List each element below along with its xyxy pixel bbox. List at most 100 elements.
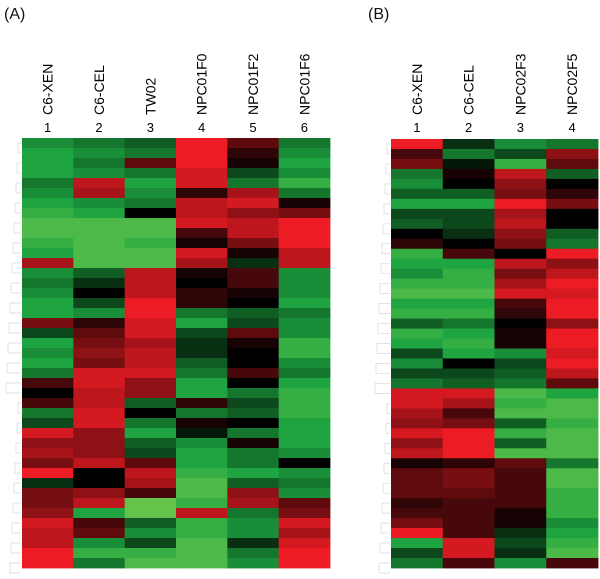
heatmap-cell <box>176 198 228 209</box>
heatmap-cell <box>494 208 547 220</box>
heatmap-cell <box>546 178 599 190</box>
heatmap-cell <box>176 338 228 349</box>
heatmap-cell <box>22 448 74 459</box>
heatmap-cell <box>124 478 177 489</box>
heatmap-cell <box>227 148 280 159</box>
heatmap-cell <box>278 178 331 189</box>
heatmap-cell <box>176 218 228 229</box>
heatmap-cell <box>22 168 74 179</box>
heatmap-cell <box>227 408 280 419</box>
dendrogram-branch <box>380 263 390 275</box>
heatmap-cell <box>442 558 495 569</box>
heatmap-cell <box>442 258 495 270</box>
heatmap-cell <box>494 198 547 210</box>
heatmap-cell <box>73 448 126 459</box>
heatmap-cell <box>22 268 74 279</box>
heatmap-cell <box>176 298 228 309</box>
heatmap-cell <box>494 308 547 319</box>
heatmap-cell <box>546 368 599 379</box>
heatmap-cell <box>22 418 74 429</box>
heatmap-cell <box>278 388 331 399</box>
heatmap-cell <box>494 348 547 359</box>
heatmap-cell <box>494 168 547 180</box>
heatmap-cell <box>391 208 444 220</box>
heatmap-cell <box>73 138 126 149</box>
heatmap-cell <box>124 268 177 279</box>
heatmap-cell <box>442 158 495 170</box>
heatmap-cell <box>442 418 495 429</box>
heatmap-cell <box>546 139 599 150</box>
heatmap-cell <box>73 528 126 539</box>
heatmap-cell <box>73 188 126 199</box>
heatmap-cell <box>176 488 228 499</box>
heatmap-cell <box>227 198 280 209</box>
heatmap-cell <box>391 518 444 529</box>
column-number: 2 <box>465 120 472 135</box>
heatmap-cell <box>227 518 280 529</box>
heatmap-cell <box>22 318 74 329</box>
heatmap-cell <box>22 218 74 229</box>
heatmap-cell <box>442 318 495 329</box>
dendrogram-branch <box>378 562 390 574</box>
heatmap-cell <box>442 218 495 230</box>
heatmap-cell <box>22 388 74 399</box>
heatmap-cell <box>391 148 444 160</box>
heatmap-cell <box>73 548 126 559</box>
heatmap-cell <box>176 458 228 469</box>
column-label: C6-XEN <box>409 64 425 115</box>
dendrogram-branch <box>382 223 390 235</box>
heatmap-cell <box>278 208 331 219</box>
heatmap-cell <box>227 168 280 179</box>
heatmap-cell <box>278 408 331 419</box>
heatmap-cell <box>124 528 177 539</box>
heatmap-cell <box>22 468 74 479</box>
heatmap-cell <box>227 388 280 399</box>
heatmap-cell <box>22 298 74 309</box>
heatmap-cell <box>124 548 177 559</box>
dendrogram-branch <box>17 142 21 154</box>
heatmap-cell <box>442 178 495 190</box>
heatmap-cell <box>442 168 495 180</box>
heatmap-cell <box>22 258 74 269</box>
heatmap-cell <box>22 368 74 379</box>
heatmap-cell <box>278 508 331 519</box>
heatmap-cell <box>73 158 126 169</box>
dendrogram-branch <box>14 462 21 474</box>
heatmap-cell <box>22 158 74 169</box>
heatmap-cell <box>124 428 177 439</box>
heatmap-cell <box>176 328 228 339</box>
heatmap-cell <box>22 528 74 539</box>
heatmap-cell <box>391 298 444 310</box>
dendrogram-branch <box>13 482 21 494</box>
heatmap-cell <box>22 478 74 489</box>
column-number: 2 <box>95 120 102 135</box>
heatmap-cell <box>494 258 547 270</box>
heatmap-cell <box>494 288 547 300</box>
heatmap-cell <box>278 298 331 309</box>
heatmap-cell <box>546 438 599 449</box>
heatmap-cell <box>22 348 74 359</box>
heatmap-cell <box>442 139 495 150</box>
heatmap-cell <box>22 338 74 349</box>
heatmap-cell <box>278 158 331 169</box>
heatmap-cell <box>176 498 228 509</box>
heatmap-cell <box>391 358 444 369</box>
heatmap-cell <box>278 348 331 359</box>
heatmap-cell <box>176 448 228 459</box>
heatmap-cell <box>73 368 126 379</box>
heatmap-cell <box>124 318 177 329</box>
heatmap-cell <box>22 148 74 159</box>
heatmap-cell <box>278 278 331 289</box>
heatmap-cell <box>176 528 228 539</box>
dendrogram-branch <box>9 302 21 314</box>
heatmap-cell <box>442 288 495 300</box>
dendrogram-branch <box>379 542 390 554</box>
heatmap-cell <box>546 198 599 210</box>
heatmap-cell <box>442 358 495 369</box>
heatmap-cell <box>176 238 228 249</box>
heatmap-cell <box>124 358 177 369</box>
heatmap-cell <box>73 298 126 309</box>
heatmap-cell <box>278 488 331 499</box>
heatmap-cell <box>391 388 444 399</box>
heatmap-cell <box>494 518 547 529</box>
